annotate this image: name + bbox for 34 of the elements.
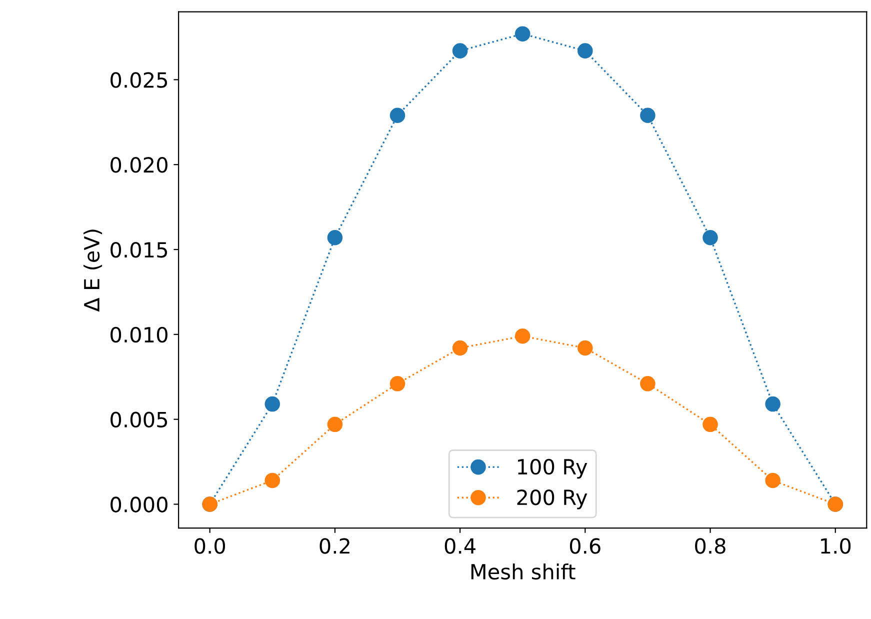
x-tick-label: 0.0 bbox=[194, 538, 226, 554]
x-tick-label: 0.2 bbox=[320, 538, 350, 554]
point bbox=[640, 108, 656, 123]
x-tick-label: 0.4 bbox=[444, 538, 476, 554]
point bbox=[452, 43, 468, 58]
point bbox=[390, 376, 406, 392]
y-tick-label: 0.000 bbox=[110, 496, 168, 512]
legend-label: 200 Ry bbox=[517, 489, 588, 510]
y-axis-title: Δ E (eV) bbox=[83, 230, 102, 312]
legend-label: 100 Ry bbox=[518, 458, 588, 479]
x-tick-label: 0.6 bbox=[570, 538, 600, 554]
y-tick-label: 0.015 bbox=[110, 242, 168, 258]
point bbox=[765, 472, 780, 488]
point bbox=[327, 416, 343, 432]
point bbox=[514, 26, 530, 42]
y-tick-label: 0.025 bbox=[110, 72, 168, 88]
point bbox=[390, 108, 406, 123]
point bbox=[640, 376, 656, 392]
point bbox=[702, 230, 718, 246]
point bbox=[702, 416, 718, 432]
y-tick-label: 0.010 bbox=[110, 326, 168, 343]
y-tick-label: 0.005 bbox=[110, 412, 168, 428]
point bbox=[264, 396, 280, 412]
point bbox=[327, 230, 343, 246]
point bbox=[514, 328, 530, 344]
point bbox=[578, 43, 593, 58]
point bbox=[578, 340, 593, 356]
x-axis-title: Mesh shift bbox=[471, 563, 576, 580]
x-tick-label: 0.8 bbox=[695, 538, 726, 554]
x-tick-label: 1.0 bbox=[821, 538, 851, 554]
point bbox=[452, 340, 468, 356]
y-tick-label: 0.020 bbox=[110, 157, 168, 173]
point bbox=[264, 472, 280, 488]
point bbox=[765, 396, 780, 412]
